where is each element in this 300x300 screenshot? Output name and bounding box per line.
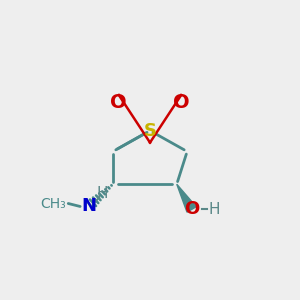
- Text: O: O: [173, 93, 190, 112]
- Polygon shape: [177, 184, 196, 212]
- Text: O: O: [184, 200, 199, 218]
- Text: N: N: [82, 197, 97, 215]
- Text: H: H: [97, 187, 108, 202]
- Text: H: H: [208, 202, 220, 217]
- Text: O: O: [110, 93, 127, 112]
- Text: CH₃: CH₃: [40, 196, 66, 211]
- Text: S: S: [143, 122, 157, 140]
